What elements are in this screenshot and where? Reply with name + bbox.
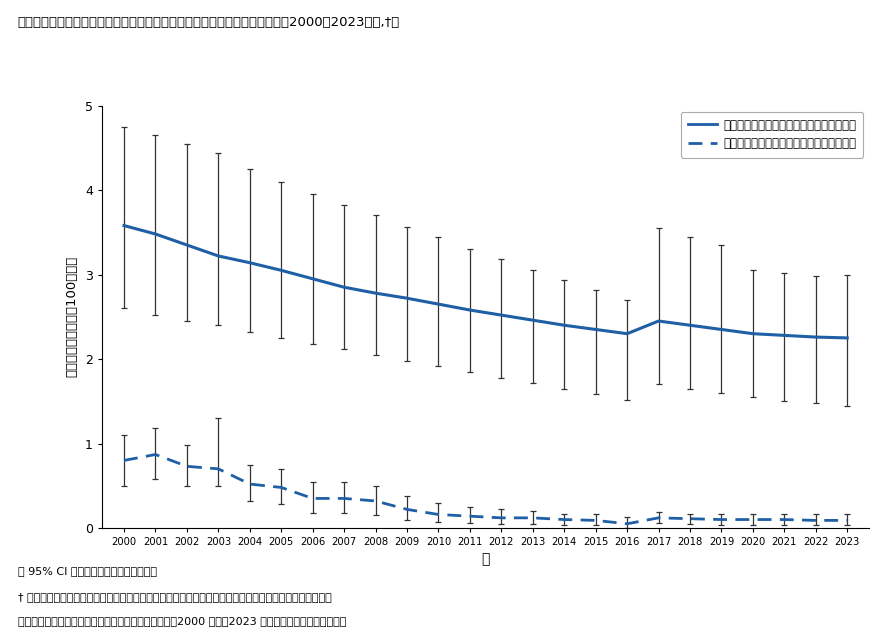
- Y-axis label: 麻疹による死亡数（100万人）: 麻疹による死亡数（100万人）: [65, 256, 78, 378]
- Text: † ワクチン接種によって予防された死亡数は、ワクチン接種を受けた推定死亡数とワクチン接種を受けな: † ワクチン接種によって予防された死亡数は、ワクチン接種を受けた推定死亡数とワク…: [18, 592, 331, 602]
- Legend: 麻疹による推定死亡数（ワクチン未接種）, 麻疹による推定死亡数（ワクチン接種済）: 麻疹による推定死亡数（ワクチン未接種）, 麻疹による推定死亡数（ワクチン接種済）: [680, 111, 862, 157]
- X-axis label: 年: 年: [481, 552, 489, 566]
- Text: かった推定死亡数の間の面積によって推定される。2000 年から2023 年の間に麻疹ワクチン接種に: かった推定死亡数の間の面積によって推定される。2000 年から2023 年の間に…: [18, 616, 346, 627]
- Text: 図：麻疹ワクチン接種の有無による麻疹による年間死亡数の推定値（世界、2000～2023年＊,†）: 図：麻疹ワクチン接種の有無による麻疹による年間死亡数の推定値（世界、2000～2…: [18, 16, 400, 29]
- Text: ＊ 95% CI はエラーバーで示されている: ＊ 95% CI はエラーバーで示されている: [18, 566, 157, 577]
